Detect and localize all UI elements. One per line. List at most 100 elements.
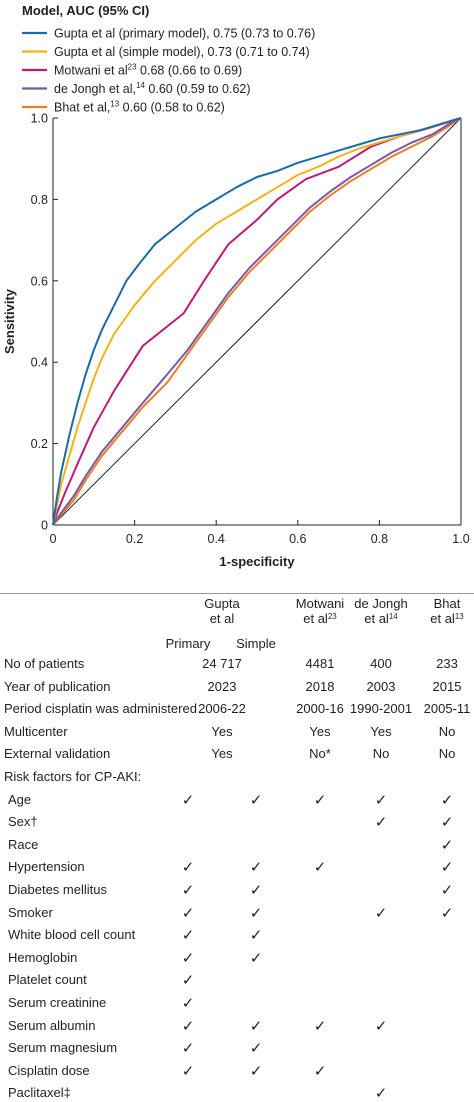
column-header: Bhat xyxy=(433,596,461,611)
x-tick-label: 1.0 xyxy=(452,532,469,546)
x-tick-label: 0.8 xyxy=(371,532,388,546)
check-mark: ✓ xyxy=(440,835,454,854)
x-axis-title: 1-specificity xyxy=(219,554,295,569)
cell-value: No xyxy=(372,746,390,762)
risk-factor-label: Diabetes mellitus xyxy=(8,882,107,897)
row-label: Year of publication xyxy=(4,678,111,694)
check-mark: ✓ xyxy=(181,881,195,899)
check-mark: ✓ xyxy=(374,1084,388,1102)
risk-factor-label: Hemoglobin xyxy=(8,949,78,965)
check-mark: ✓ xyxy=(181,948,195,967)
check-mark: ✓ xyxy=(440,813,454,832)
row-label: Period cisplatin was administered xyxy=(4,701,197,717)
check-mark: ✓ xyxy=(440,790,454,809)
legend-label-gupta_simple: Gupta et al (simple model), 0.73 (0.71 t… xyxy=(54,45,310,59)
column-header: Motwani xyxy=(295,596,345,611)
column-subheader: Simple xyxy=(236,636,276,651)
check-mark: ✓ xyxy=(181,790,195,809)
check-mark: ✓ xyxy=(249,903,263,922)
y-tick-label: 0.2 xyxy=(31,437,48,451)
row-label: External validation xyxy=(4,746,111,762)
legend-label-bhat: Bhat et al,13 0.60 (0.58 to 0.62) xyxy=(54,100,225,115)
x-tick-label: 0.2 xyxy=(126,532,143,546)
cell-value: 4481 xyxy=(305,656,335,671)
cell-value: 1990-2001 xyxy=(349,701,413,717)
check-mark: ✓ xyxy=(374,813,388,832)
cell-value: No xyxy=(438,723,456,739)
cell-value: 24 717 xyxy=(202,656,242,671)
y-tick-label: 0.6 xyxy=(31,274,48,288)
row-label: No of patients xyxy=(4,656,85,671)
cell-value: No* xyxy=(309,746,331,762)
column-header: Gupta xyxy=(204,596,240,611)
y-tick-label: 0 xyxy=(41,519,48,533)
row-label: Multicenter xyxy=(4,723,68,739)
roc-curve-de_jongh xyxy=(52,117,462,526)
risk-factor-label: Serum magnesium xyxy=(8,1040,118,1056)
risk-factor-label: Hypertension xyxy=(8,859,85,875)
cell-value: Yes xyxy=(211,746,233,762)
check-mark: ✓ xyxy=(313,790,327,809)
risk-factor-label: Sex† xyxy=(8,814,38,830)
y-tick-label: 1.0 xyxy=(31,112,48,126)
x-tick-label: 0.4 xyxy=(208,532,225,546)
legend-label-gupta_primary: Gupta et al (primary model), 0.75 (0.73 … xyxy=(54,27,315,41)
y-tick-label: 0.8 xyxy=(31,193,48,207)
risk-factor-label: Race xyxy=(8,836,39,852)
check-mark: ✓ xyxy=(249,881,263,899)
legend-label-motwani: Motwani et al23 0.68 (0.66 to 0.69) xyxy=(54,63,242,78)
cell-value: 2023 xyxy=(207,678,237,694)
cell-value: 2018 xyxy=(305,678,335,694)
check-mark: ✓ xyxy=(181,1039,195,1058)
cell-value: 2005-11 xyxy=(423,701,471,717)
x-tick-label: 0.6 xyxy=(289,532,306,546)
cell-value: 2000-16 xyxy=(296,701,344,717)
cell-value: No xyxy=(438,746,456,762)
column-header: de Jongh xyxy=(354,596,408,611)
roc-curve-gupta_primary xyxy=(52,117,462,526)
check-mark: ✓ xyxy=(313,1061,327,1080)
risk-factor-label: Cisplatin dose xyxy=(8,1062,90,1078)
cell-value: Yes xyxy=(309,723,331,739)
cell-value: Yes xyxy=(211,723,233,739)
column-header: et al14 xyxy=(364,611,398,626)
column-header: et al23 xyxy=(303,611,337,626)
cell-value: 2003 xyxy=(366,678,396,694)
risk-factor-label: Serum creatinine xyxy=(8,995,107,1010)
legend-title: Model, AUC (95% CI) xyxy=(22,3,149,18)
check-mark: ✓ xyxy=(374,1016,388,1035)
reference-diagonal xyxy=(52,117,462,526)
check-mark: ✓ xyxy=(249,926,263,945)
check-mark: ✓ xyxy=(181,971,195,990)
column-header: et al xyxy=(209,611,235,626)
check-mark: ✓ xyxy=(440,858,454,877)
cell-value: 2006-22 xyxy=(198,701,246,717)
cell-value: Yes xyxy=(370,723,392,739)
check-mark: ✓ xyxy=(181,994,195,1012)
cell-value: 400 xyxy=(370,656,392,671)
check-mark: ✓ xyxy=(249,790,263,809)
check-mark: ✓ xyxy=(181,1016,195,1035)
check-mark: ✓ xyxy=(313,1016,327,1035)
table-top-rule xyxy=(0,593,474,594)
check-mark: ✓ xyxy=(181,1061,195,1080)
column-header: et al13 xyxy=(430,611,464,626)
check-mark: ✓ xyxy=(249,858,263,877)
risk-factor-label: Age xyxy=(8,791,32,807)
check-mark: ✓ xyxy=(181,903,195,922)
risk-factor-label: Serum albumin xyxy=(8,1017,96,1033)
cell-value: 233 xyxy=(436,656,458,671)
check-mark: ✓ xyxy=(181,858,195,877)
check-mark: ✓ xyxy=(249,1039,263,1058)
risk-factor-label: White blood cell count xyxy=(8,927,136,943)
check-mark: ✓ xyxy=(249,948,263,967)
y-tick-label: 0.4 xyxy=(31,356,48,370)
check-mark: ✓ xyxy=(374,790,388,809)
roc-curve-gupta_simple xyxy=(52,117,462,526)
y-axis-title: Sensitivity xyxy=(2,288,17,354)
risk-factor-heading: Risk factors for CP-AKI: xyxy=(4,769,142,784)
check-mark: ✓ xyxy=(440,881,454,899)
check-mark: ✓ xyxy=(440,903,454,922)
roc-curve-motwani xyxy=(52,117,462,526)
column-subheader: Primary xyxy=(165,636,211,651)
